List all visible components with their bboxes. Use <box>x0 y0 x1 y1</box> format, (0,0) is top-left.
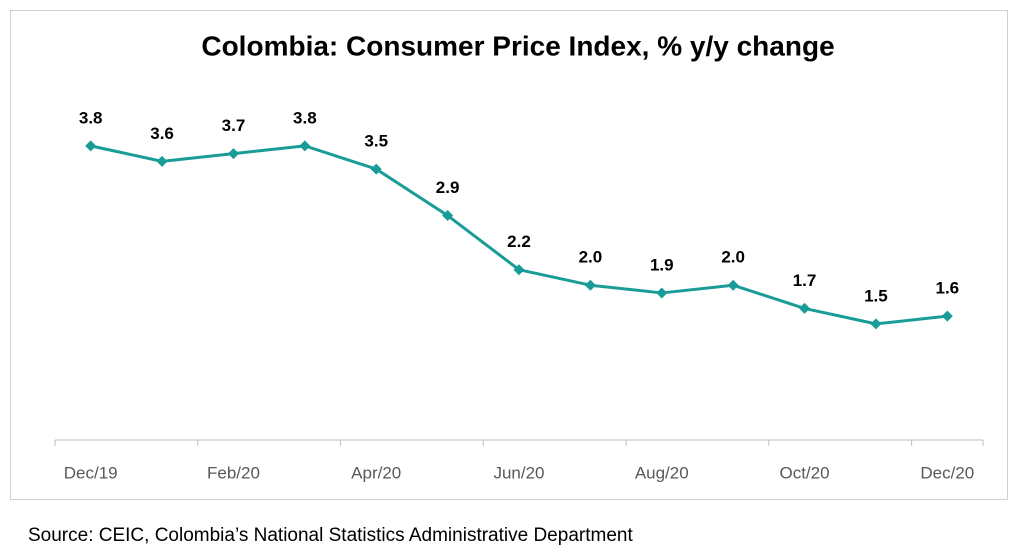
value-label: 2.0 <box>721 248 745 267</box>
value-label: 3.8 <box>293 108 317 127</box>
value-label: 2.0 <box>579 248 603 267</box>
chart-title: Colombia: Consumer Price Index, % y/y ch… <box>201 30 834 61</box>
data-point <box>442 210 454 222</box>
x-tick-label: Dec/19 <box>64 463 118 482</box>
data-point <box>584 279 596 291</box>
data-point <box>85 140 97 152</box>
x-tick-label: Jun/20 <box>493 463 544 482</box>
value-label: 2.2 <box>507 232 531 251</box>
data-point <box>799 302 811 314</box>
x-tick-label: Aug/20 <box>635 463 689 482</box>
value-label: 3.5 <box>364 132 388 151</box>
value-label: 1.7 <box>793 271 817 290</box>
value-label: 3.6 <box>150 124 174 143</box>
data-point <box>656 287 668 299</box>
x-tick-label: Dec/20 <box>920 463 974 482</box>
source-note: Source: CEIC, Colombia’s National Statis… <box>28 525 633 546</box>
value-label: 1.9 <box>650 255 674 274</box>
chart-frame <box>10 10 1008 500</box>
value-label: 3.8 <box>79 108 103 127</box>
value-label: 3.7 <box>222 116 246 135</box>
value-label: 2.9 <box>436 178 460 197</box>
data-point <box>513 264 525 276</box>
data-point <box>156 155 168 167</box>
x-tick-label: Feb/20 <box>207 463 260 482</box>
data-point <box>727 279 739 291</box>
data-point <box>370 163 382 175</box>
value-label: 1.5 <box>864 286 888 305</box>
data-point <box>299 140 311 152</box>
x-tick-label: Apr/20 <box>351 463 401 482</box>
value-label: 1.6 <box>935 279 959 298</box>
x-tick-label: Oct/20 <box>779 463 829 482</box>
data-point <box>227 148 239 160</box>
data-point <box>870 318 882 330</box>
data-point <box>941 310 953 322</box>
